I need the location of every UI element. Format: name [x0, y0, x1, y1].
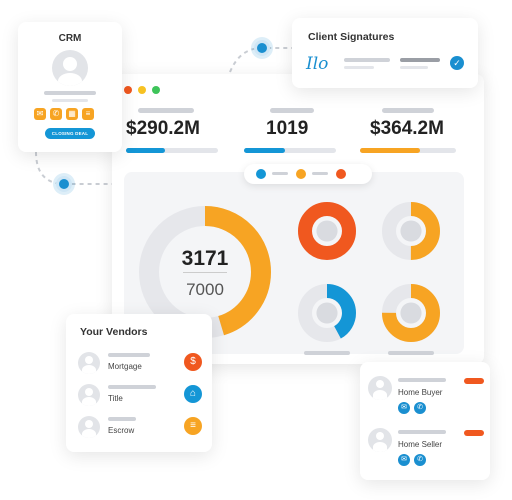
closing-deal-button[interactable]: CLOSING DEAL: [45, 128, 95, 139]
contact-label: Home Buyer: [398, 388, 443, 397]
vendor-name-line: [108, 385, 156, 389]
vendors-card[interactable]: Your Vendors Mortgage $ Title ⌂ Escrow ≡: [66, 314, 212, 452]
dollar-icon[interactable]: $: [184, 353, 202, 371]
connector-node: [56, 176, 72, 192]
stat-progress-fill: [244, 148, 286, 153]
donut-total: 7000: [186, 280, 224, 299]
vendors-title: Your Vendors: [80, 326, 148, 338]
stat-value: 1019: [266, 118, 309, 139]
document-icon[interactable]: ≡: [82, 108, 94, 120]
avatar: [78, 416, 100, 438]
mail-icon[interactable]: ✉: [398, 454, 410, 466]
main-donut-arc[interactable]: [139, 206, 271, 338]
small-donut-center: [316, 302, 338, 324]
small-donut-arc[interactable]: [382, 202, 440, 260]
donut-divider: [183, 272, 227, 273]
donut-caption-line: [388, 351, 434, 355]
avatar: [78, 384, 100, 406]
toggle-dot[interactable]: [296, 169, 306, 179]
avatar: [52, 50, 88, 86]
contact-actions: ✉ ✆: [398, 402, 426, 414]
connector-node: [254, 40, 270, 56]
series-toggle[interactable]: [244, 164, 372, 184]
house-icon[interactable]: ⌂: [184, 385, 202, 403]
avatar: [368, 376, 392, 400]
contact-name-line: [398, 430, 446, 434]
vendor-row[interactable]: Title ⌂: [78, 382, 204, 408]
calendar-icon[interactable]: ▦: [66, 108, 78, 120]
small-donut-center: [316, 220, 338, 242]
signatures-title: Client Signatures: [308, 31, 395, 43]
phone-icon[interactable]: ✆: [414, 402, 426, 414]
contacts-card[interactable]: Home Buyer ✉ ✆ Home Seller ✉ ✆: [360, 362, 490, 480]
stat-progress-fill: [360, 148, 420, 153]
vendor-label: Mortgage: [108, 362, 142, 371]
vendor-name-line: [108, 353, 150, 357]
vendor-row[interactable]: Escrow ≡: [78, 414, 204, 440]
small-donut-center: [400, 220, 422, 242]
small-donut-arc[interactable]: [298, 284, 356, 342]
mail-icon[interactable]: ✉: [34, 108, 46, 120]
avatar: [78, 352, 100, 374]
stat-caption-line: [270, 108, 314, 113]
checkmark-icon: ✓: [450, 56, 464, 70]
close-dot[interactable]: [124, 86, 132, 94]
contact-label: Home Seller: [398, 440, 443, 449]
contact-actions: ✉ ✆: [398, 454, 426, 466]
vendor-label: Title: [108, 394, 123, 403]
contact-row[interactable]: Home Buyer ✉ ✆: [368, 374, 484, 420]
crm-card[interactable]: CRM ✉ ✆ ▦ ≡ CLOSING DEAL: [18, 22, 122, 152]
stat-progress-track: [244, 148, 336, 153]
crm-actions: ✉ ✆ ▦ ≡: [34, 108, 94, 120]
stat-progress-track: [126, 148, 218, 153]
minimize-dot[interactable]: [138, 86, 146, 94]
phone-icon[interactable]: ✆: [50, 108, 62, 120]
maximize-dot[interactable]: [152, 86, 160, 94]
signature-line: [344, 66, 374, 69]
small-donut-arc[interactable]: [382, 284, 440, 342]
document-icon[interactable]: ≡: [184, 417, 202, 435]
signature-line: [344, 58, 390, 62]
phone-icon[interactable]: ✆: [414, 454, 426, 466]
client-signatures-card[interactable]: Client Signatures Ilo ✓: [292, 18, 478, 88]
contact-row[interactable]: Home Seller ✉ ✆: [368, 426, 484, 472]
stat-caption-line: [382, 108, 434, 113]
stat-caption-line: [138, 108, 194, 113]
signature-line: [400, 58, 440, 62]
donut-value: 3171: [181, 247, 229, 270]
mail-icon[interactable]: ✉: [398, 402, 410, 414]
small-donut-arc[interactable]: [298, 202, 356, 260]
vendor-row[interactable]: Mortgage $: [78, 350, 204, 376]
name-line: [44, 91, 96, 95]
signature-line: [400, 66, 428, 69]
toggle-line: [272, 172, 288, 175]
stat-progress-fill: [126, 148, 165, 153]
avatar: [368, 428, 392, 452]
signature-text: Ilo: [306, 54, 329, 74]
vendor-label: Escrow: [108, 426, 135, 435]
toggle-line: [312, 172, 328, 175]
small-donut-center: [400, 302, 422, 324]
vendor-name-line: [108, 417, 136, 421]
stat-value: $364.2M: [370, 118, 444, 139]
window-controls: [124, 86, 160, 94]
stat-value: $290.2M: [126, 118, 200, 139]
toggle-dot[interactable]: [256, 169, 266, 179]
donut-caption-line: [304, 351, 350, 355]
contact-name-line: [398, 378, 446, 382]
status-tag: [464, 378, 484, 384]
toggle-dot[interactable]: [336, 169, 346, 179]
stat-progress-track: [360, 148, 456, 153]
crm-title: CRM: [58, 33, 82, 44]
subtitle-line: [52, 99, 88, 102]
status-tag: [464, 430, 484, 436]
